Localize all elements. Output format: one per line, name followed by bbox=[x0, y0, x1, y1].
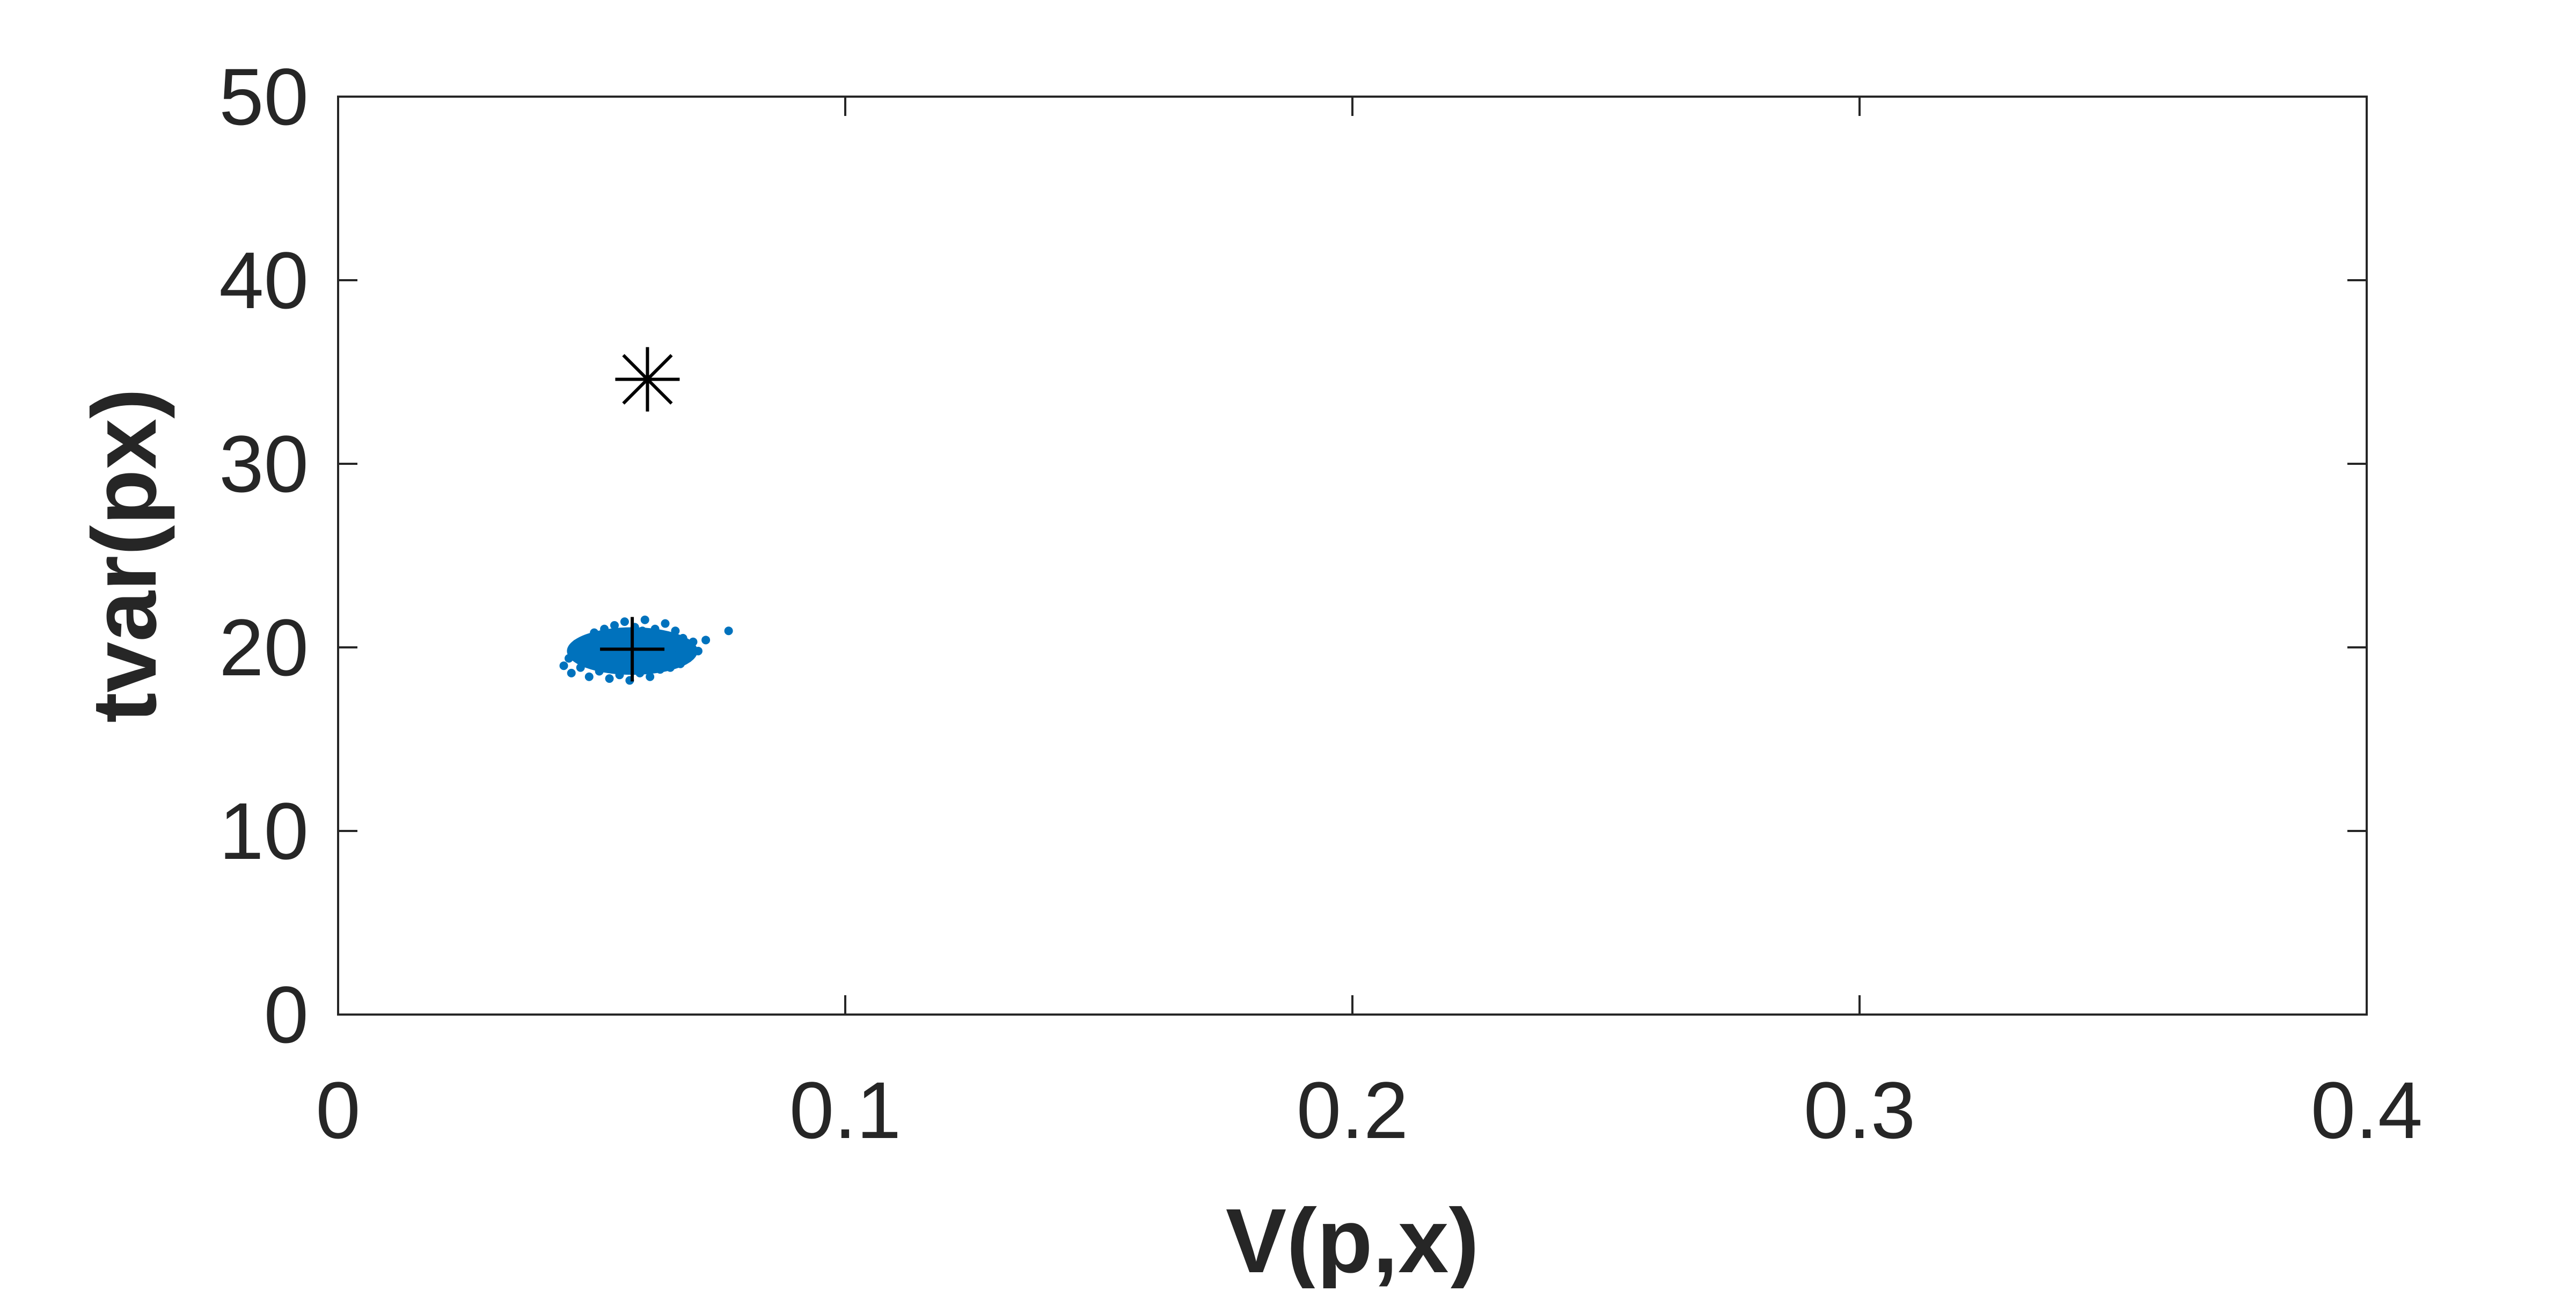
scatter-point bbox=[678, 633, 687, 643]
scatter-point bbox=[584, 672, 594, 681]
ticks-layer: 0 0.1 0.2 0.3 0.4 0 10 20 30 40 50 bbox=[219, 52, 2423, 1155]
scatter-point bbox=[582, 636, 591, 645]
scatter-point bbox=[618, 632, 627, 641]
scatter-point bbox=[665, 663, 675, 672]
scatter-point bbox=[602, 650, 611, 659]
x-tick-label: 0 bbox=[316, 1065, 360, 1155]
scatter-point bbox=[676, 659, 685, 668]
scatter-point bbox=[567, 668, 576, 677]
y-tick-label: 50 bbox=[219, 52, 309, 142]
scatter-point bbox=[635, 668, 645, 677]
scatter-point bbox=[592, 658, 601, 667]
scatter-point bbox=[580, 652, 589, 661]
scatter-point bbox=[600, 624, 609, 633]
y-tick-label: 10 bbox=[219, 786, 309, 876]
scatter-point bbox=[658, 630, 667, 639]
scatter-point bbox=[610, 621, 619, 630]
points-layer bbox=[559, 615, 733, 685]
y-tick-label: 30 bbox=[219, 419, 309, 509]
y-tick-label: 20 bbox=[219, 602, 309, 692]
scatter-point bbox=[587, 645, 596, 654]
scatter-point bbox=[701, 636, 711, 645]
x-tick-label: 0.3 bbox=[1804, 1065, 1916, 1155]
mean-plus-marker bbox=[600, 617, 665, 682]
scatter-point bbox=[674, 650, 683, 659]
scatter-point bbox=[640, 615, 649, 624]
scatter-point bbox=[615, 670, 624, 680]
plot-area-frame bbox=[337, 96, 2368, 1016]
scatter-point bbox=[656, 665, 665, 674]
scatter-point bbox=[681, 643, 690, 652]
scatter-point bbox=[646, 672, 655, 681]
scatter-point bbox=[689, 637, 698, 646]
scatter-point bbox=[623, 655, 632, 665]
scatter-point bbox=[620, 617, 629, 626]
scatter-point bbox=[590, 628, 599, 637]
scatter-point bbox=[693, 646, 702, 655]
x-tick-label: 0.2 bbox=[1297, 1065, 1409, 1155]
x-tick-label: 0.1 bbox=[789, 1065, 902, 1155]
scatter-point bbox=[684, 654, 693, 663]
scatter-point bbox=[671, 626, 680, 636]
y-axis-label: tvar(px) bbox=[74, 388, 175, 723]
scatter-point bbox=[668, 639, 677, 648]
scatter-point bbox=[643, 654, 652, 663]
scatter-point bbox=[569, 646, 579, 655]
scatter-point bbox=[564, 654, 573, 663]
scatter-point bbox=[648, 637, 657, 646]
asterisk-marker bbox=[615, 347, 680, 412]
scatter-point bbox=[650, 624, 660, 633]
scatter-point bbox=[559, 661, 568, 670]
x-axis-label: V(p,x) bbox=[1226, 1190, 1479, 1288]
y-tick-label: 0 bbox=[264, 969, 309, 1060]
scatter-point bbox=[661, 619, 670, 628]
scatter-point bbox=[576, 663, 585, 672]
scatter-point bbox=[663, 652, 672, 661]
x-tick-label: 0.4 bbox=[2311, 1065, 2423, 1155]
scatter-point bbox=[597, 633, 606, 643]
scatter-point bbox=[595, 667, 604, 676]
scatter-point bbox=[605, 674, 614, 683]
scatter-point bbox=[638, 626, 647, 636]
scatter-point bbox=[572, 639, 581, 648]
scatter-point bbox=[612, 661, 621, 670]
y-tick-label: 40 bbox=[219, 235, 309, 325]
markers-layer bbox=[600, 347, 680, 682]
scatter-point bbox=[724, 626, 733, 636]
